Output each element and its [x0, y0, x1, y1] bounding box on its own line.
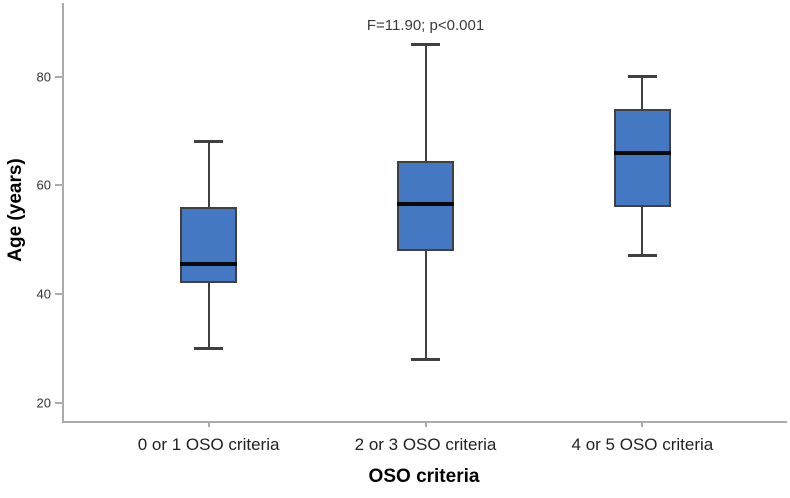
- x-category-label: 4 or 5 OSO criteria: [571, 435, 714, 454]
- median-line: [180, 262, 238, 267]
- y-tick-mark: [55, 75, 62, 78]
- y-tick-label: 20: [36, 395, 51, 411]
- median-line: [613, 150, 671, 155]
- x-tick-mark: [641, 421, 644, 427]
- anova-annotation: F=11.90; p<0.001: [366, 17, 485, 34]
- whisker-cap-top: [627, 75, 657, 79]
- x-category-label: 2 or 3 OSO criteria: [354, 435, 497, 454]
- y-tick-mark: [55, 401, 62, 404]
- whisker-cap-top: [194, 140, 224, 144]
- x-tick-mark: [424, 421, 427, 427]
- whisker-cap-top: [411, 42, 440, 46]
- y-tick-label: 80: [36, 69, 51, 85]
- y-tick-mark: [55, 184, 62, 187]
- y-tick-label: 60: [36, 177, 51, 193]
- whisker-cap-bottom: [411, 357, 440, 361]
- median-line: [397, 202, 454, 207]
- y-axis-title: Age (years): [5, 158, 26, 262]
- y-tick-mark: [55, 292, 62, 295]
- x-tick-mark: [207, 421, 210, 427]
- box-rect: [613, 109, 671, 208]
- plot-area: F=11.90; p<0.001 20 40 60 80 0 or 1 OSO crit…: [37, 3, 787, 454]
- y-tick-label: 40: [36, 286, 51, 302]
- whisker-cap-bottom: [627, 254, 657, 258]
- whisker-cap-bottom: [194, 346, 224, 350]
- x-axis-title: OSO criteria: [368, 466, 480, 487]
- box-rect: [180, 207, 238, 284]
- x-category-label: 0 or 1 OSO criteria: [137, 435, 280, 454]
